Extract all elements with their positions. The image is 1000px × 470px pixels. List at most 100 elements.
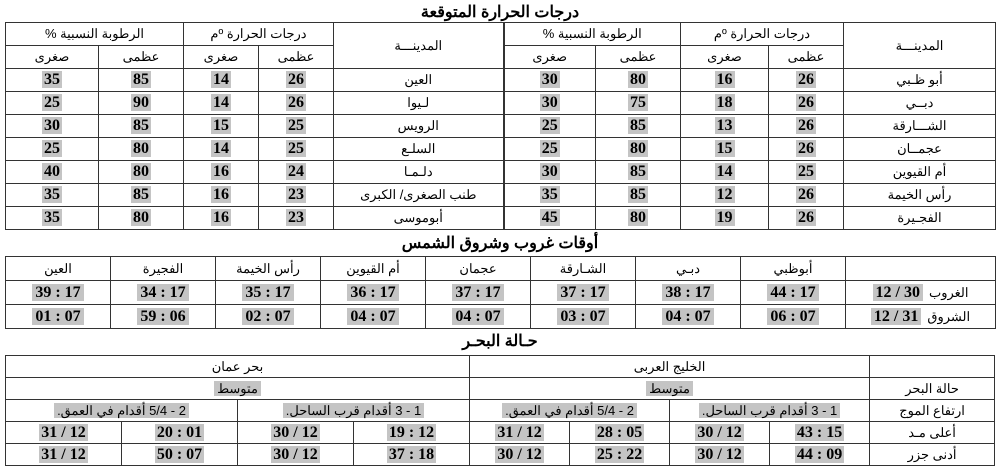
humidity-max: 75 [595, 91, 681, 115]
sun-table: أبوظبي دبـي الشـارقة عجمان أم القيوين رأس الخ… [5, 256, 996, 329]
oman-name: بحر عمان [4, 355, 471, 378]
sunset-time: 17 : 37 [425, 280, 531, 305]
sunset-time: 17 : 38 [635, 280, 741, 305]
humidity-max: 80 [98, 206, 184, 230]
humidity-max-value: 85 [628, 163, 648, 180]
sun-city: رأس الخيمة [215, 256, 321, 281]
wave-label: ارتفاع الموج [869, 399, 996, 422]
sea-table: الخليج العربى بحر عمان حالة البحر متوسط متوس… [4, 355, 996, 466]
city-name: دبــي [843, 91, 996, 115]
temp-min: 16 [183, 160, 259, 184]
humidity-min-value: 35 [42, 186, 62, 203]
humidity-max: 85 [98, 114, 184, 138]
temp-max: 25 [768, 160, 844, 184]
sunset-time-value: 17 : 35 [242, 283, 294, 301]
sea-state-label: حالة البحر [869, 377, 996, 400]
temp-min-value: 15 [714, 140, 735, 157]
gulf-wave-near-value: 1 - 3 أقدام قرب الساحل. [698, 402, 841, 418]
sunset-label: الغروب 30 / 12 [845, 280, 996, 305]
humidity-min-value: 25 [42, 94, 62, 111]
sunset-time-value: 17 : 34 [137, 283, 189, 301]
temp-max: 23 [258, 183, 334, 207]
gulf-state: متوسط [469, 377, 871, 400]
temp-max-value: 26 [796, 117, 816, 134]
temp-header: درجات الحرارة ºم [680, 22, 844, 46]
temp-min-value: 14 [211, 71, 231, 88]
city-name: العين [333, 68, 504, 92]
temp-header: درجات الحرارة ºم [183, 22, 334, 46]
temp-min-value: 15 [211, 117, 231, 134]
temp-min-value: 16 [714, 71, 735, 88]
gulf-low-tide-value-value: 12 / 30 [495, 445, 544, 463]
oman-high-tide-value-value: 12 : 19 [386, 423, 437, 441]
sunset-time: 17 : 35 [215, 280, 321, 305]
humidity-max-value: 80 [131, 209, 151, 226]
oman-high-tide-value: 01 : 20 [121, 421, 239, 444]
oman-low-tide-value-value: 12 / 30 [271, 445, 320, 463]
city-name: عجمــان [843, 137, 996, 161]
sunrise-time-value: 07 : 04 [347, 307, 399, 325]
sun-city: دبـي [635, 256, 741, 281]
min-label: صغرى [502, 45, 596, 69]
gulf-low-tide-value: 22 : 25 [569, 443, 671, 466]
sunrise-time-value: 06 : 59 [137, 307, 189, 325]
humidity-min: 30 [5, 114, 99, 138]
wave-row: ارتفاع الموج 1 - 3 أقدام قرب الساحل. 2 - 5… [4, 399, 996, 422]
sea-title: حـالة البحـر [462, 333, 538, 350]
city-name: الفجـيرة [843, 206, 996, 230]
humidity-min-value: 30 [539, 71, 560, 88]
forecast-row: دبــي 26 18 75 30 لـيوا 26 14 90 25 [5, 91, 996, 115]
oman-low-tide-value: 07 : 50 [121, 443, 239, 466]
humidity-max: 80 [595, 68, 681, 92]
humidity-min-value: 30 [42, 117, 62, 134]
sunset-time-value: 17 : 36 [347, 283, 399, 301]
humidity-max: 90 [98, 91, 184, 115]
temp-max: 26 [768, 183, 844, 207]
sunset-time: 17 : 36 [320, 280, 426, 305]
sun-city: الشـارقة [530, 256, 636, 281]
city-name: دلـمـا [333, 160, 504, 184]
humidity-min-value: 25 [539, 140, 560, 157]
oman-high-tide-value-value: 12 / 31 [39, 423, 88, 441]
sunrise-row: الشروق 31 / 12 07 : 06 07 : 04 07 : 03 07 : 0… [5, 304, 996, 329]
sunrise-time: 07 : 06 [740, 304, 846, 329]
temp-max-value: 26 [796, 94, 816, 111]
min-label: صغرى [680, 45, 769, 69]
sunrise-time: 06 : 59 [110, 304, 216, 329]
sun-city: عجمان [425, 256, 531, 281]
humidity-max: 80 [595, 137, 681, 161]
oman-wave-deep: 2 - 5/4 أقدام في العمق. [4, 399, 239, 422]
temp-max-value: 25 [286, 140, 306, 157]
temp-min: 14 [680, 160, 769, 184]
oman-wave-deep-value: 2 - 5/4 أقدام في العمق. [54, 402, 189, 418]
temp-max-value: 26 [796, 140, 816, 157]
forecast-row: عجمــان 26 15 80 25 السلـع 25 14 80 25 [5, 137, 996, 161]
humidity-max: 80 [98, 137, 184, 161]
temp-max-value: 23 [286, 209, 306, 226]
sun-city: أم القيوين [320, 256, 426, 281]
temp-max: 23 [258, 206, 334, 230]
oman-state: متوسط [4, 377, 471, 400]
temp-max: 26 [768, 68, 844, 92]
humidity-max: 85 [98, 183, 184, 207]
city-name: رأس الخيمة [843, 183, 996, 207]
gulf-wave-deep: 2 - 5/4 أقدام في العمق. [469, 399, 671, 422]
sunrise-label: الشروق 31 / 12 [845, 304, 996, 329]
humidity-max: 85 [595, 183, 681, 207]
sunrise-time-value: 07 : 04 [662, 307, 714, 325]
gulf-wave-near: 1 - 3 أقدام قرب الساحل. [669, 399, 871, 422]
city-header: المدينـــة [843, 22, 996, 69]
oman-low-tide-value: 12 / 30 [237, 443, 355, 466]
humidity-max: 85 [595, 160, 681, 184]
humidity-min: 35 [5, 68, 99, 92]
temp-min: 19 [680, 206, 769, 230]
temp-max-value: 26 [796, 209, 816, 226]
oman-high-tide-value-value: 01 : 20 [154, 423, 205, 441]
temp-max-value: 26 [286, 94, 306, 111]
temp-min: 18 [680, 91, 769, 115]
sunset-time: 17 : 37 [530, 280, 636, 305]
city-name: لـيوا [333, 91, 504, 115]
oman-high-tide-value: 12 / 30 [237, 421, 355, 444]
sunset-time-value: 17 : 37 [452, 283, 504, 301]
temp-min: 16 [183, 206, 259, 230]
